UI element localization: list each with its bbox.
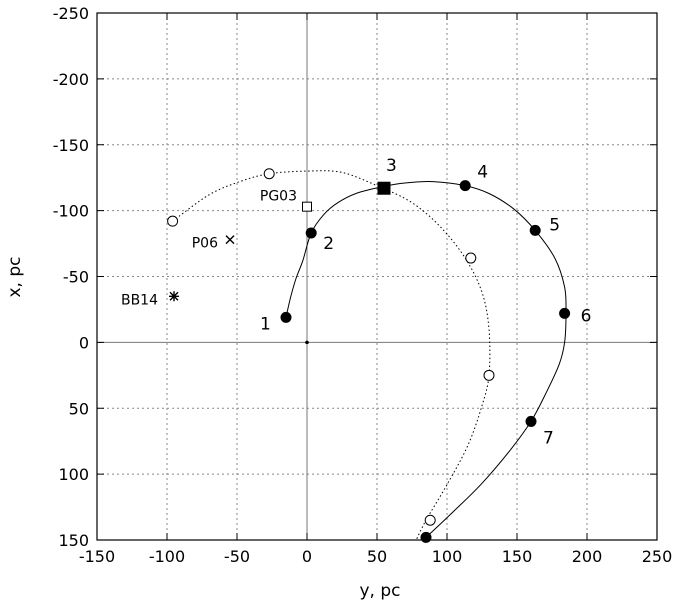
y-tick-label: -50 (63, 268, 89, 287)
point-labels: 1 2 4 5 6 7 3 PG03 P06 BB14 (121, 156, 591, 448)
y-tick-label: 0 (79, 333, 89, 352)
object-label-p06: P06 (192, 236, 218, 252)
point-label-2: 2 (323, 234, 334, 254)
object-label-pg03: PG03 (260, 189, 297, 205)
y-tick-label: 100 (58, 465, 89, 484)
y-tick-label: -200 (53, 70, 89, 89)
zero-lines (97, 13, 657, 540)
x-tick-label: 200 (572, 547, 603, 566)
x-tick-label: 0 (302, 547, 312, 566)
point-label-3: 3 (386, 156, 397, 176)
open-circle-marker (465, 252, 477, 264)
curves (172, 170, 567, 540)
filled-circle-marker (559, 307, 571, 319)
y-tick-label: -100 (53, 202, 89, 221)
filled-circle-marker (280, 311, 292, 323)
object-label-bb14: BB14 (121, 292, 158, 308)
x-axis-title: y, pc (359, 581, 400, 601)
filled-circle-marker (459, 180, 471, 192)
y-tick-label: 50 (69, 399, 89, 418)
y-axis-title: x, pc (5, 256, 25, 297)
x-tick-label: 50 (367, 547, 387, 566)
x-tick-label: 100 (432, 547, 463, 566)
origin-dot (305, 340, 309, 345)
open-circle-marker (263, 168, 275, 180)
x-tick-label: -150 (79, 547, 115, 566)
y-tick-label: -150 (53, 136, 89, 155)
star-marker (169, 291, 179, 302)
x-tick-label: -100 (149, 547, 185, 566)
filled-circle-marker (529, 224, 541, 236)
x-tick-label: 150 (502, 547, 533, 566)
open-circle-marker (167, 215, 179, 227)
grid (97, 13, 657, 540)
point-label-1: 1 (260, 314, 271, 334)
point-label-7: 7 (543, 428, 554, 448)
axis-ticks: -150 -100 -50 0 50 100 150 200 250-250-200-150-1… (53, 4, 673, 566)
y-tick-label: -250 (53, 4, 89, 23)
point-label-5: 5 (549, 215, 560, 235)
filled-circle-marker (305, 227, 317, 239)
point-label-6: 6 (581, 306, 592, 326)
filled-circle-marker (420, 531, 432, 543)
open-square-marker (302, 201, 312, 212)
cross-marker (225, 235, 235, 245)
y-tick-label: 150 (58, 531, 89, 550)
point-label-4: 4 (477, 163, 488, 183)
open-circle-marker (483, 369, 495, 381)
markers (167, 168, 571, 543)
filled-circle-marker (525, 415, 537, 427)
x-tick-label: -50 (224, 547, 250, 566)
x-tick-label: 250 (642, 547, 673, 566)
open-circle-marker (424, 514, 436, 526)
filled-square-marker (377, 181, 391, 195)
dotted-trajectory (172, 170, 491, 540)
